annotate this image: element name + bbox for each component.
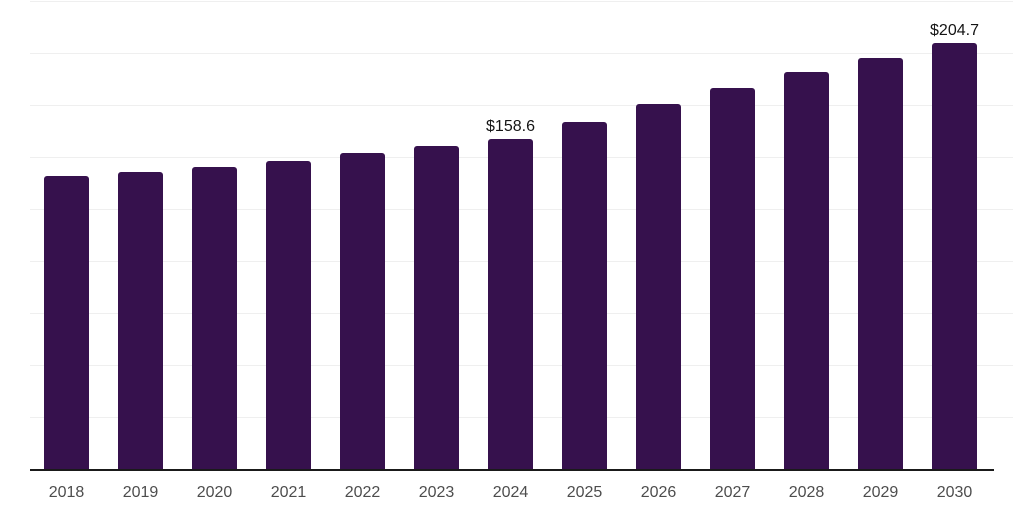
x-tick-label-2024: 2024 [492, 484, 529, 501]
bar-2024 [488, 139, 533, 470]
bar-2028 [784, 72, 829, 470]
x-tick-label-2027: 2027 [714, 484, 751, 501]
bar-2030 [932, 43, 977, 470]
x-tick-label-2025: 2025 [566, 484, 603, 501]
bar-2029 [858, 58, 903, 470]
x-tick-label-2020: 2020 [196, 484, 233, 501]
bar-2018 [44, 176, 89, 470]
bar-2025 [562, 122, 607, 470]
gridline-175 [30, 104, 1013, 106]
bar-2027 [710, 88, 755, 470]
x-tick-label-2023: 2023 [418, 484, 455, 501]
x-tick-label-2030: 2030 [936, 484, 973, 501]
x-axis-line [30, 469, 994, 471]
bar-2019 [118, 172, 163, 470]
gridline-225 [30, 0, 1013, 2]
x-tick-label-2029: 2029 [862, 484, 899, 501]
x-tick-label-2019: 2019 [122, 484, 159, 501]
x-tick-label-2028: 2028 [788, 484, 825, 501]
bar-2026 [636, 104, 681, 470]
data-label-2024: $158.6 [486, 118, 535, 136]
x-tick-label-2018: 2018 [48, 484, 85, 501]
bar-2021 [266, 161, 311, 470]
x-tick-label-2022: 2022 [344, 484, 381, 501]
gridline-200 [30, 52, 1013, 54]
bar-2020 [192, 167, 237, 470]
x-tick-label-2021: 2021 [270, 484, 307, 501]
bar-2023 [414, 146, 459, 470]
data-label-2030: $204.7 [930, 22, 979, 40]
x-tick-label-2026: 2026 [640, 484, 677, 501]
bar-2022 [340, 153, 385, 470]
